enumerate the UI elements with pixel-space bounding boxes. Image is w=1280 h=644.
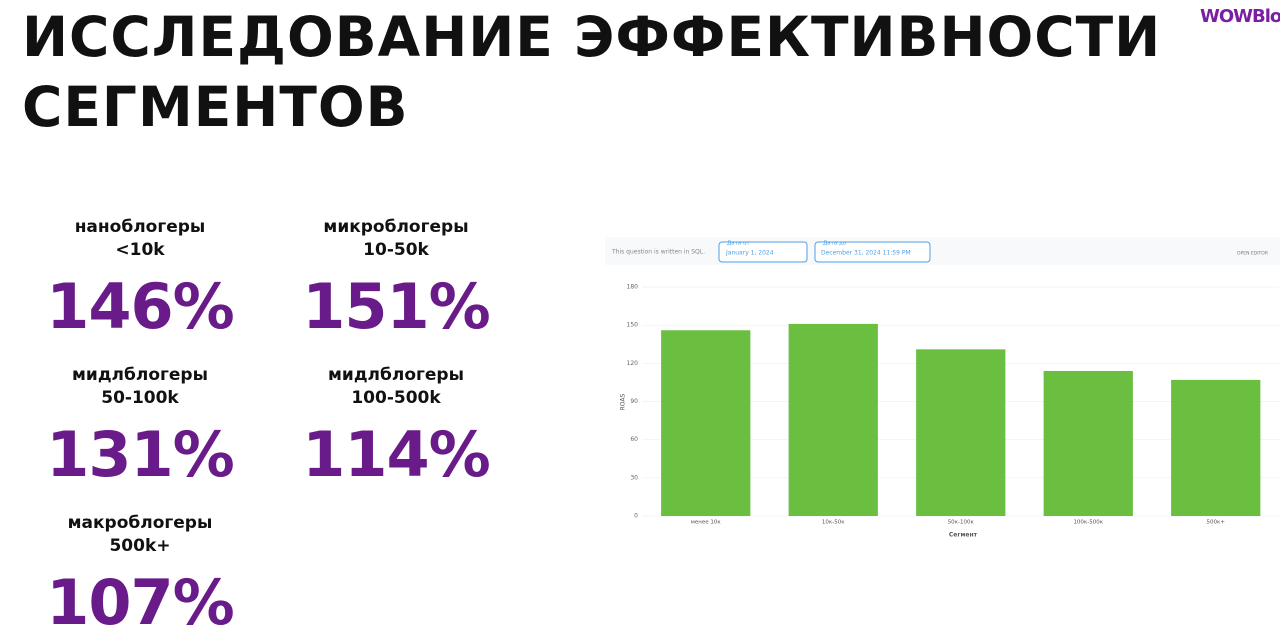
title-line: ИССЛЕДОВАНИЕ ЭФФЕКТИВНОСТИ	[22, 5, 1162, 69]
filter-label: Дата от	[727, 241, 750, 247]
stat-label: микроблогеры	[323, 217, 469, 237]
stat-value: 151%	[302, 270, 491, 343]
toolbar-note: This question is written in SQL.	[611, 249, 705, 256]
stat-value: 146%	[46, 270, 235, 343]
open-editor[interactable]: OPEN EDITOR	[1237, 251, 1268, 257]
title: ИССЛЕДОВАНИЕ ЭФФЕКТИВНОСТИ СЕГМЕНТОВ	[22, 2, 1161, 142]
logo: WOWBlog	[1200, 6, 1280, 27]
stat-label: <10k	[115, 240, 165, 260]
stat-value: 107%	[46, 566, 235, 639]
bar	[916, 349, 1006, 516]
filter-value: December 31, 2024 11:59 PM	[821, 250, 911, 257]
y-tick-label: 60	[630, 436, 638, 443]
filter-label: Дата до	[823, 241, 847, 247]
x-axis-title: Сегмент	[949, 532, 978, 539]
y-tick-label: 120	[627, 360, 639, 367]
bar	[661, 330, 751, 516]
stat-label: макроблогеры	[67, 513, 213, 533]
x-tick-label: 500к+	[1207, 520, 1226, 526]
filter[interactable]	[814, 241, 931, 263]
y-tick-label: 30	[630, 474, 638, 481]
bar	[1043, 370, 1133, 516]
stat: микроблогеры 10-50k 151%	[276, 216, 516, 347]
y-axis-title: ROAS	[620, 393, 627, 410]
chart: This question is written in SQL. Дата от…	[605, 237, 1280, 539]
stat-label: мидлблогеры	[328, 365, 464, 385]
bar	[788, 323, 878, 516]
title-line: СЕГМЕНТОВ	[22, 75, 409, 139]
stat-value: 114%	[302, 418, 491, 491]
stat-label: 100-500k	[351, 388, 441, 408]
x-tick-label: 50к-100к	[948, 520, 975, 526]
stat-label: наноблогеры	[74, 217, 206, 237]
stat-label: 500k+	[109, 536, 171, 556]
y-tick-label: 180	[627, 284, 639, 291]
x-tick-label: менее 10к	[691, 520, 722, 526]
y-tick-label: 90	[630, 398, 638, 405]
stat: мидлблогеры 100-500k 114%	[276, 364, 516, 495]
y-tick-label: 0	[634, 513, 638, 520]
toolbar	[605, 237, 1280, 265]
filter-value: January 1, 2024	[725, 250, 774, 257]
stat: мидлблогеры 50-100k 131%	[20, 364, 260, 495]
stat: наноблогеры <10k 146%	[20, 216, 260, 347]
stat-label: 10-50k	[363, 240, 429, 260]
x-tick-label: 100к-500к	[1073, 520, 1103, 526]
stat-label: мидлблогеры	[72, 365, 208, 385]
stat-value: 131%	[46, 418, 235, 491]
stat-label: 50-100k	[101, 388, 179, 408]
bar	[1171, 379, 1261, 516]
y-tick-label: 150	[627, 322, 639, 329]
stat: макроблогеры 500k+ 107%	[20, 512, 260, 643]
x-tick-label: 10к-50к	[822, 520, 845, 526]
filter[interactable]	[718, 241, 808, 263]
